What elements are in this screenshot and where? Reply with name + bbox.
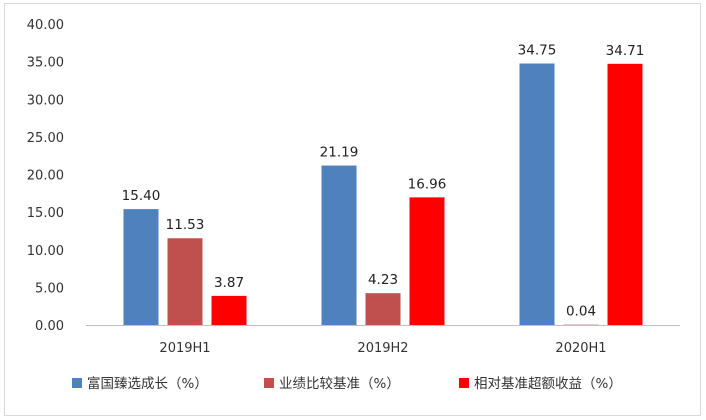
- y-tick-label: 10.00: [27, 244, 64, 259]
- x-tick-label: 2019H1: [159, 341, 210, 356]
- legend-swatch: [72, 378, 82, 388]
- legend-label: 富国臻选成长（%）: [87, 375, 208, 392]
- bar-2020H1-series-2: [607, 63, 643, 325]
- legend-label: 业绩比较基准（%）: [279, 375, 400, 392]
- y-tick-label: 25.00: [27, 131, 64, 146]
- bar-2019H2-series-2: [409, 197, 445, 325]
- x-tick-label: 2020H1: [555, 341, 606, 356]
- data-label: 3.87: [214, 275, 244, 291]
- data-label: 34.75: [518, 43, 557, 59]
- data-label: 34.71: [606, 43, 645, 59]
- bar-2020H1-series-0: [519, 63, 555, 325]
- bar-2019H1-series-1: [167, 238, 203, 325]
- y-tick-label: 0.00: [35, 319, 64, 334]
- data-label: 0.04: [566, 304, 596, 320]
- y-tick-label: 5.00: [35, 281, 64, 296]
- y-tick-label: 40.00: [27, 18, 64, 33]
- y-tick-label: 15.00: [27, 206, 64, 221]
- y-tick-label: 20.00: [27, 169, 64, 184]
- data-label: 11.53: [166, 217, 205, 233]
- bar-2019H1-series-0: [123, 209, 159, 325]
- data-label: 15.40: [122, 188, 161, 204]
- bar-2019H2-series-0: [321, 165, 357, 325]
- bar-2019H2-series-1: [365, 293, 401, 325]
- data-label: 21.19: [320, 145, 359, 161]
- legend-label: 相对基准超额收益（%）: [474, 375, 622, 392]
- y-tick-label: 30.00: [27, 93, 64, 108]
- y-tick-label: 35.00: [27, 56, 64, 71]
- bar-2019H1-series-2: [211, 295, 247, 325]
- legend-swatch: [459, 378, 469, 388]
- data-label: 16.96: [408, 176, 447, 192]
- data-label: 4.23: [368, 272, 398, 288]
- x-tick-label: 2019H2: [357, 341, 408, 356]
- legend-swatch: [264, 378, 274, 388]
